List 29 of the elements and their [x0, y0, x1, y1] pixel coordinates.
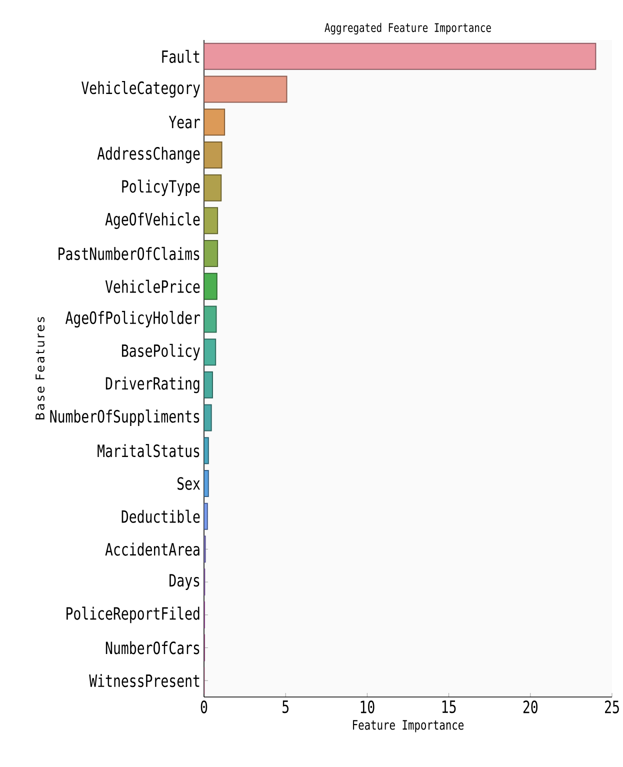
x-tick-label: 10 [360, 700, 374, 714]
y-tick-label: Year [168, 116, 200, 128]
y-tick-label: WitnessPresent [89, 674, 200, 688]
y-tick-label: NumberOfSuppliments [50, 410, 200, 426]
x-tick-label: 25 [604, 700, 619, 714]
y-tick-label: AgeOfPolicyHolder [65, 310, 200, 328]
y-axis-title: Base Features [36, 317, 44, 420]
x-tick-label: 0 [200, 700, 207, 714]
y-tick-label: Deductible [122, 510, 200, 523]
y-tick-label: Days [169, 574, 200, 590]
y-tick-label: PolicyType [122, 180, 200, 196]
x-tick-label: 20 [523, 700, 538, 714]
x-axis-title: Feature Importance [352, 720, 464, 732]
y-tick-label: VehiclePrice [105, 280, 200, 293]
y-tick-label: VehicleCategory [81, 80, 200, 98]
y-tick-label: BasePolicy [122, 344, 200, 360]
chart-title: Aggregated Feature Importance [324, 22, 491, 34]
y-tick-label: PastNumberOfClaims [58, 246, 200, 260]
y-tick-label: Fault [162, 50, 200, 64]
x-tick-label: 5 [282, 700, 288, 714]
y-tick-label: DriverRating [106, 376, 200, 394]
y-tick-label: AgeOfVehicle [105, 212, 200, 229]
y-tick-label: PoliceReportFiled [66, 606, 200, 624]
x-tick-label: 15 [442, 700, 456, 714]
y-tick-label: MaritalStatus [98, 444, 200, 458]
y-tick-label: Sex [177, 477, 200, 490]
y-tick-label: AccidentArea [105, 542, 200, 556]
y-tick-label: NumberOfCars [106, 641, 200, 654]
y-tick-label: AddressChange [97, 146, 200, 164]
